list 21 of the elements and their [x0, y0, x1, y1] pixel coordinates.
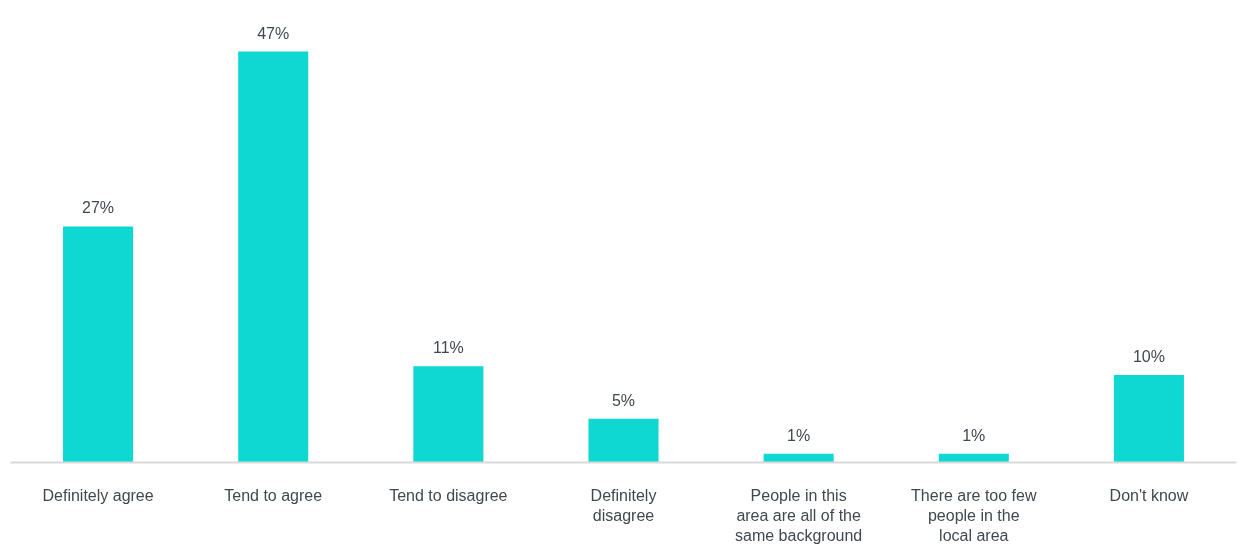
x-tick-label: There are too few people in the local area: [911, 486, 1037, 545]
bar: [238, 51, 309, 463]
x-tick-label: Tend to disagree: [389, 486, 508, 504]
data-label: 5%: [611, 391, 636, 409]
bar: [938, 453, 1009, 463]
data-label: 1%: [787, 426, 811, 444]
x-tick-label: Tend to agree: [224, 486, 323, 504]
data-label: 47%: [257, 24, 290, 42]
data-label: 1%: [962, 426, 986, 444]
bar: [763, 453, 834, 463]
data-label: 10%: [1132, 348, 1165, 366]
bar: [63, 226, 134, 463]
bar: [588, 418, 659, 463]
x-tick-label: Definitely disagree: [590, 486, 657, 524]
data-label: 11%: [432, 339, 464, 357]
bar: [413, 366, 484, 463]
x-tick-label: Definitely agree: [42, 486, 154, 504]
data-label: 27%: [82, 199, 115, 217]
x-tick-label: People in this area are all of the same background: [735, 486, 863, 545]
bar: [1113, 375, 1184, 463]
x-tick-label: Don't know: [1109, 486, 1189, 504]
